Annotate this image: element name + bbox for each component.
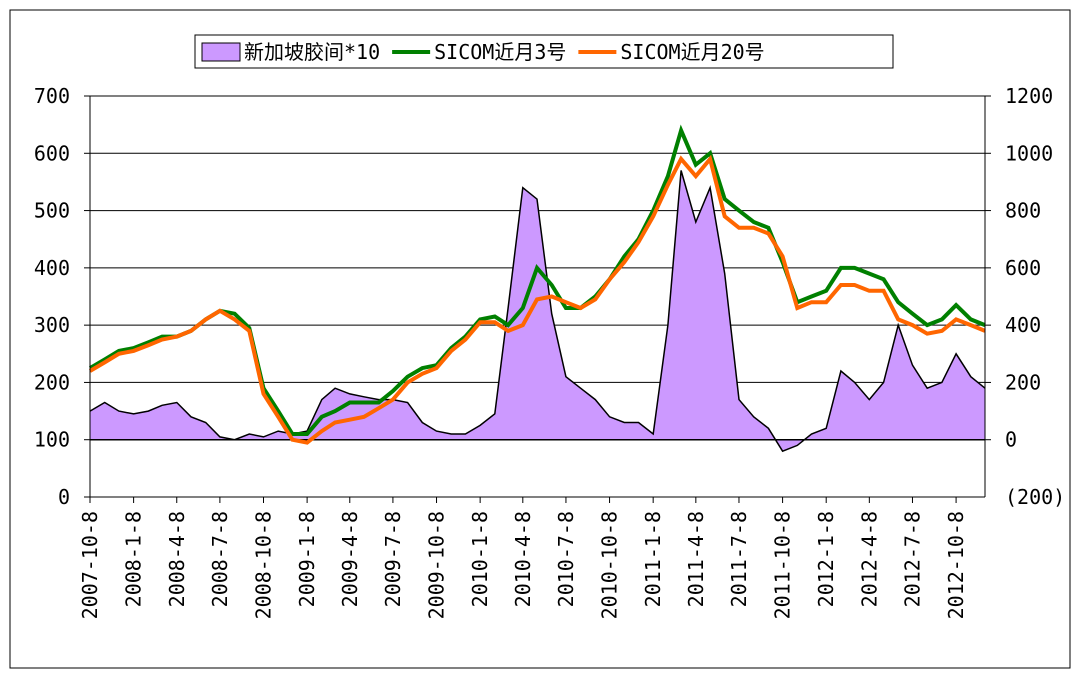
x-tick-label: 2010-4-8 — [511, 511, 535, 607]
line — [88, 124, 986, 436]
line — [88, 154, 986, 445]
area-outline — [89, 170, 986, 453]
x-tick-label: 2009-4-8 — [338, 511, 362, 607]
x-tick-label: 2009-7-8 — [381, 511, 405, 607]
y2-tick-label: (200) — [1005, 485, 1065, 509]
x-tick-label: 2012-7-8 — [900, 511, 924, 607]
x-tick-label: 2008-7-8 — [208, 511, 232, 607]
x-tick-label: 2008-10-8 — [252, 511, 276, 619]
legend-label: 新加坡胶间*10 — [244, 40, 380, 64]
y2-tick-label: 800 — [1005, 199, 1041, 223]
area — [90, 170, 985, 452]
x-tick-label: 2012-4-8 — [857, 511, 881, 607]
y2-tick-label: 1000 — [1005, 141, 1053, 165]
y2-tick-label: 400 — [1005, 313, 1041, 337]
legend-label: SICOM近月20号 — [620, 40, 764, 64]
x-tick-label: 2009-1-8 — [295, 511, 319, 607]
legend-swatch — [201, 42, 241, 62]
y-tick-label: 400 — [34, 256, 70, 280]
x-tick-label: 2012-10-8 — [944, 511, 968, 619]
x-tick-label: 2010-10-8 — [598, 511, 622, 619]
x-tick-label: 2012-1-8 — [814, 511, 838, 607]
y2-tick-label: 600 — [1005, 256, 1041, 280]
x-tick-label: 2009-10-8 — [425, 511, 449, 619]
legend: 新加坡胶间*10 SICOM近月3号 SICOM近月20号 — [194, 34, 894, 69]
y-tick-label: 100 — [34, 428, 70, 452]
x-tick-label: 2010-1-8 — [468, 511, 492, 607]
y2-tick-label: 0 — [1005, 428, 1017, 452]
y2-tick-label: 200 — [1005, 370, 1041, 394]
x-tick-label: 2011-1-8 — [641, 511, 665, 607]
x-tick-label: 2007-10-8 — [78, 511, 102, 619]
y-tick-label: 200 — [34, 370, 70, 394]
legend-box — [194, 34, 894, 69]
y-tick-label: 500 — [34, 199, 70, 223]
x-tick-label: 2008-4-8 — [165, 511, 189, 607]
x-tick-label: 2011-4-8 — [684, 511, 708, 607]
x-tick-label: 2010-7-8 — [554, 511, 578, 607]
y-tick-label: 300 — [34, 313, 70, 337]
y-tick-label: 600 — [34, 141, 70, 165]
y-tick-label: 700 — [34, 84, 70, 108]
y2-tick-label: 1200 — [1005, 84, 1053, 108]
x-tick-label: 2011-7-8 — [727, 511, 751, 607]
x-tick-label: 2008-1-8 — [122, 511, 146, 607]
legend-label: SICOM近月3号 — [434, 40, 566, 64]
y-tick-label: 0 — [58, 485, 70, 509]
x-tick-label: 2011-10-8 — [771, 511, 795, 619]
